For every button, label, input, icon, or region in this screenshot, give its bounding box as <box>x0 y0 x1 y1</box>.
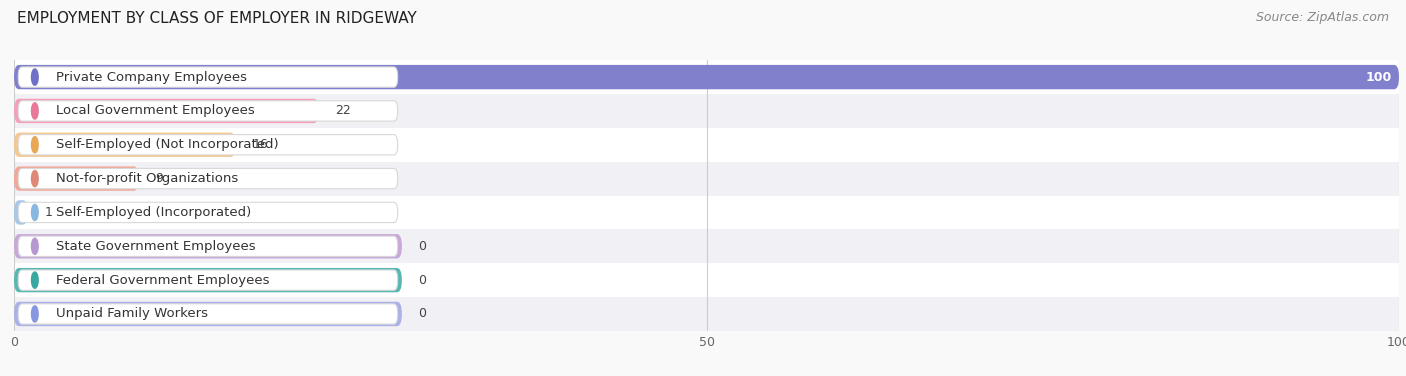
FancyBboxPatch shape <box>14 167 139 191</box>
Bar <box>14 94 1399 128</box>
FancyBboxPatch shape <box>18 270 398 290</box>
FancyBboxPatch shape <box>14 65 1399 89</box>
Text: 22: 22 <box>336 105 352 117</box>
Circle shape <box>31 238 38 255</box>
Circle shape <box>31 306 38 322</box>
FancyBboxPatch shape <box>18 101 398 121</box>
Bar <box>14 162 1399 196</box>
Text: 9: 9 <box>155 172 163 185</box>
Text: 0: 0 <box>419 240 426 253</box>
FancyBboxPatch shape <box>14 200 28 224</box>
FancyBboxPatch shape <box>18 202 398 223</box>
Bar <box>14 60 1399 94</box>
Text: Self-Employed (Incorporated): Self-Employed (Incorporated) <box>56 206 250 219</box>
FancyBboxPatch shape <box>18 67 398 87</box>
Text: 0: 0 <box>419 274 426 287</box>
Circle shape <box>31 136 38 153</box>
Circle shape <box>31 204 38 221</box>
Text: 0: 0 <box>419 308 426 320</box>
Text: Source: ZipAtlas.com: Source: ZipAtlas.com <box>1256 11 1389 24</box>
Text: Local Government Employees: Local Government Employees <box>56 105 254 117</box>
Bar <box>14 263 1399 297</box>
Text: Self-Employed (Not Incorporated): Self-Employed (Not Incorporated) <box>56 138 278 151</box>
Bar <box>14 196 1399 229</box>
Circle shape <box>31 69 38 85</box>
Circle shape <box>31 170 38 187</box>
FancyBboxPatch shape <box>14 133 236 157</box>
Text: 16: 16 <box>252 138 269 151</box>
Text: Federal Government Employees: Federal Government Employees <box>56 274 269 287</box>
FancyBboxPatch shape <box>14 268 402 292</box>
Circle shape <box>31 103 38 119</box>
Bar <box>14 229 1399 263</box>
FancyBboxPatch shape <box>14 302 402 326</box>
FancyBboxPatch shape <box>14 99 319 123</box>
Text: 100: 100 <box>1365 71 1392 83</box>
Text: 1: 1 <box>45 206 52 219</box>
FancyBboxPatch shape <box>18 236 398 256</box>
FancyBboxPatch shape <box>18 168 398 189</box>
Text: Unpaid Family Workers: Unpaid Family Workers <box>56 308 208 320</box>
FancyBboxPatch shape <box>18 135 398 155</box>
Circle shape <box>31 272 38 288</box>
Text: Not-for-profit Organizations: Not-for-profit Organizations <box>56 172 238 185</box>
Bar <box>14 297 1399 331</box>
Bar <box>14 128 1399 162</box>
FancyBboxPatch shape <box>14 234 402 258</box>
FancyBboxPatch shape <box>18 304 398 324</box>
Text: Private Company Employees: Private Company Employees <box>56 71 246 83</box>
Text: State Government Employees: State Government Employees <box>56 240 256 253</box>
Text: EMPLOYMENT BY CLASS OF EMPLOYER IN RIDGEWAY: EMPLOYMENT BY CLASS OF EMPLOYER IN RIDGE… <box>17 11 416 26</box>
